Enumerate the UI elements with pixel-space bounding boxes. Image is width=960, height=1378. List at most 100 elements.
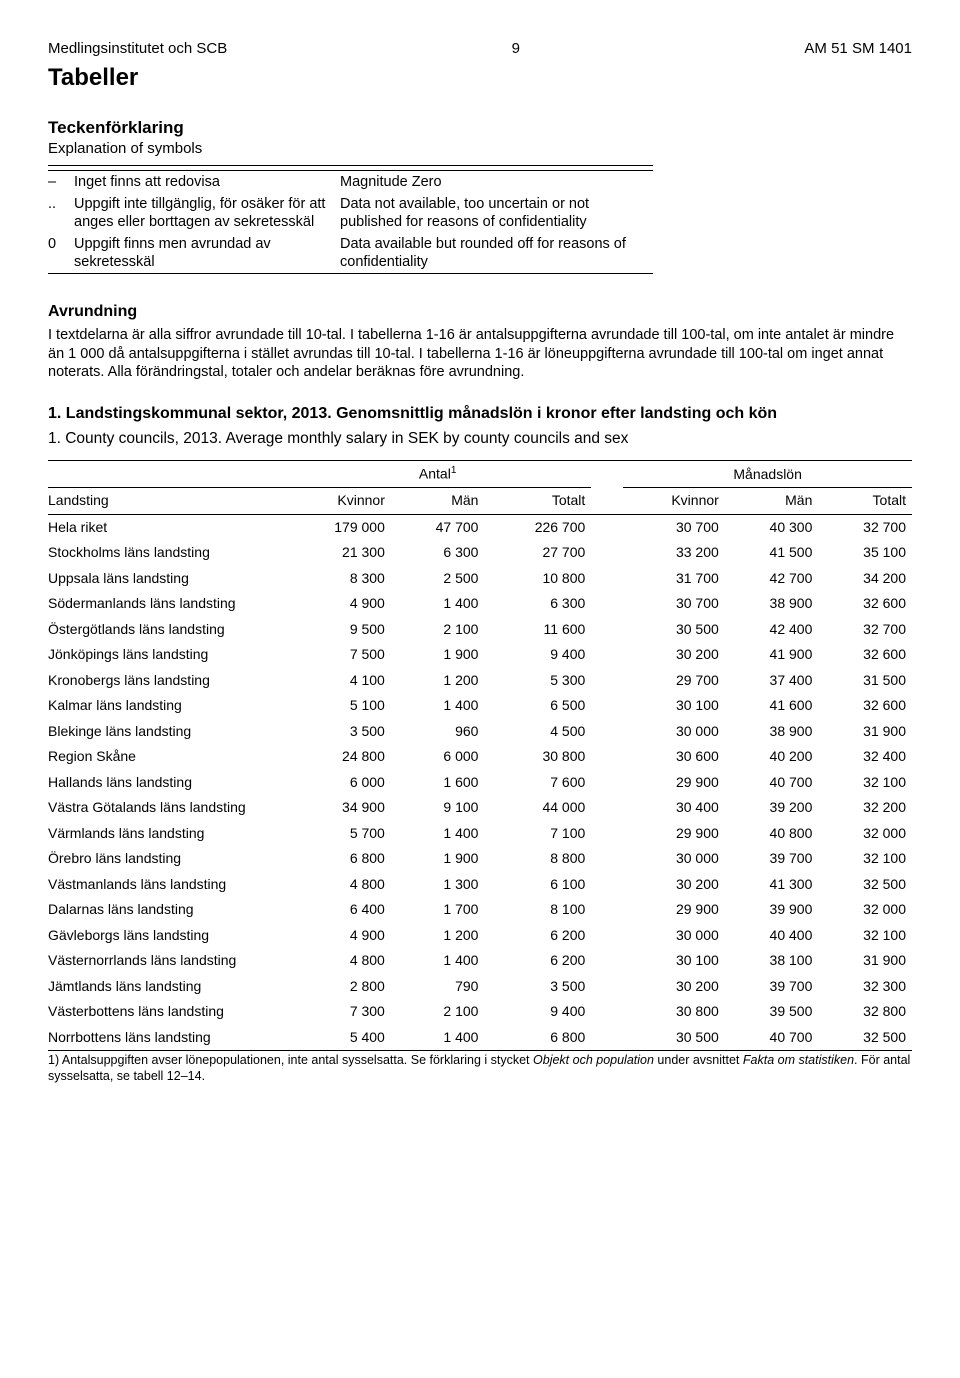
page-header: Medlingsinstitutet och SCB 9 AM 51 SM 14… bbox=[48, 40, 912, 59]
cell-lon-totalt: 32 000 bbox=[818, 897, 912, 923]
cell-antal-man: 6 000 bbox=[391, 744, 485, 770]
cell-antal-man: 960 bbox=[391, 719, 485, 745]
cell-name: Kronobergs läns landsting bbox=[48, 668, 284, 694]
col-landsting: Landsting bbox=[48, 488, 284, 515]
table-row: Region Skåne24 8006 00030 80030 60040 20… bbox=[48, 744, 912, 770]
cell-lon-man: 42 700 bbox=[725, 566, 819, 592]
cell-lon-totalt: 32 600 bbox=[818, 591, 912, 617]
cell-name: Västernorrlands läns landsting bbox=[48, 948, 284, 974]
table-row: Stockholms läns landsting21 3006 30027 7… bbox=[48, 540, 912, 566]
cell-antal-totalt: 3 500 bbox=[484, 974, 591, 1000]
cell-antal-kvinnor: 6 400 bbox=[284, 897, 391, 923]
cell-antal-man: 1 400 bbox=[391, 821, 485, 847]
cell-antal-totalt: 8 800 bbox=[484, 846, 591, 872]
header-left: Medlingsinstitutet och SCB bbox=[48, 40, 227, 59]
cell-name: Gävleborgs läns landsting bbox=[48, 923, 284, 949]
table-row: Uppsala läns landsting8 3002 50010 80031… bbox=[48, 566, 912, 592]
cell-name: Hallands läns landsting bbox=[48, 770, 284, 796]
cell-antal-totalt: 44 000 bbox=[484, 795, 591, 821]
cell-name: Östergötlands läns landsting bbox=[48, 617, 284, 643]
cell-lon-totalt: 31 900 bbox=[818, 719, 912, 745]
cell-antal-totalt: 8 100 bbox=[484, 897, 591, 923]
cell-lon-man: 40 800 bbox=[725, 821, 819, 847]
cell-lon-man: 40 700 bbox=[725, 1025, 819, 1051]
cell-antal-kvinnor: 3 500 bbox=[284, 719, 391, 745]
cell-lon-kvinnor: 30 800 bbox=[623, 999, 725, 1025]
cell-lon-kvinnor: 29 900 bbox=[623, 770, 725, 796]
cell-name: Kalmar läns landsting bbox=[48, 693, 284, 719]
cell-antal-man: 9 100 bbox=[391, 795, 485, 821]
cell-lon-totalt: 32 500 bbox=[818, 872, 912, 898]
cell-antal-totalt: 5 300 bbox=[484, 668, 591, 694]
table-row: Norrbottens läns landsting5 4001 4006 80… bbox=[48, 1025, 912, 1051]
cell-antal-kvinnor: 34 900 bbox=[284, 795, 391, 821]
col-lon-totalt: Totalt bbox=[818, 488, 912, 515]
cell-lon-kvinnor: 29 900 bbox=[623, 897, 725, 923]
cell-name: Jönköpings läns landsting bbox=[48, 642, 284, 668]
cell-antal-totalt: 7 600 bbox=[484, 770, 591, 796]
cell-antal-man: 1 200 bbox=[391, 923, 485, 949]
table-row: Södermanlands läns landsting4 9001 4006 … bbox=[48, 591, 912, 617]
cell-lon-totalt: 32 600 bbox=[818, 642, 912, 668]
cell-lon-man: 39 700 bbox=[725, 846, 819, 872]
cell-lon-kvinnor: 30 000 bbox=[623, 719, 725, 745]
cell-antal-totalt: 6 300 bbox=[484, 591, 591, 617]
cell-antal-totalt: 6 200 bbox=[484, 948, 591, 974]
cell-lon-man: 41 900 bbox=[725, 642, 819, 668]
cell-lon-kvinnor: 30 100 bbox=[623, 948, 725, 974]
table-row: Östergötlands läns landsting9 5002 10011… bbox=[48, 617, 912, 643]
cell-antal-totalt: 11 600 bbox=[484, 617, 591, 643]
group-header-antal: Antal1 bbox=[284, 461, 591, 488]
cell-antal-man: 1 400 bbox=[391, 948, 485, 974]
header-right: AM 51 SM 1401 bbox=[804, 40, 912, 59]
table-row: Gävleborgs läns landsting4 9001 2006 200… bbox=[48, 923, 912, 949]
symbol-glyph: 0 bbox=[48, 233, 74, 274]
cell-lon-kvinnor: 30 400 bbox=[623, 795, 725, 821]
cell-lon-totalt: 32 300 bbox=[818, 974, 912, 1000]
cell-antal-kvinnor: 7 300 bbox=[284, 999, 391, 1025]
table-row: Hallands läns landsting6 0001 6007 60029… bbox=[48, 770, 912, 796]
cell-antal-totalt: 6 100 bbox=[484, 872, 591, 898]
cell-name: Örebro läns landsting bbox=[48, 846, 284, 872]
cell-lon-totalt: 34 200 bbox=[818, 566, 912, 592]
header-page: 9 bbox=[512, 40, 520, 59]
cell-antal-kvinnor: 4 900 bbox=[284, 923, 391, 949]
cell-lon-kvinnor: 30 200 bbox=[623, 974, 725, 1000]
cell-name: Hela riket bbox=[48, 514, 284, 540]
cell-antal-man: 1 300 bbox=[391, 872, 485, 898]
cell-antal-totalt: 6 500 bbox=[484, 693, 591, 719]
cell-lon-man: 41 600 bbox=[725, 693, 819, 719]
cell-antal-man: 1 400 bbox=[391, 591, 485, 617]
cell-antal-man: 2 100 bbox=[391, 999, 485, 1025]
cell-antal-kvinnor: 2 800 bbox=[284, 974, 391, 1000]
cell-lon-man: 38 900 bbox=[725, 719, 819, 745]
cell-antal-totalt: 30 800 bbox=[484, 744, 591, 770]
cell-antal-kvinnor: 4 900 bbox=[284, 591, 391, 617]
cell-lon-totalt: 32 100 bbox=[818, 846, 912, 872]
cell-lon-man: 42 400 bbox=[725, 617, 819, 643]
cell-lon-man: 37 400 bbox=[725, 668, 819, 694]
cell-name: Västra Götalands läns landsting bbox=[48, 795, 284, 821]
symbol-glyph: – bbox=[48, 170, 74, 193]
cell-antal-man: 2 100 bbox=[391, 617, 485, 643]
rounding-text: I textdelarna är alla siffror avrundade … bbox=[48, 326, 912, 382]
cell-name: Uppsala läns landsting bbox=[48, 566, 284, 592]
table-row: Västernorrlands läns landsting4 8001 400… bbox=[48, 948, 912, 974]
cell-lon-kvinnor: 29 900 bbox=[623, 821, 725, 847]
cell-antal-man: 2 500 bbox=[391, 566, 485, 592]
cell-antal-kvinnor: 179 000 bbox=[284, 514, 391, 540]
symbol-sv: Uppgift inte tillgänglig, för osäker för… bbox=[74, 193, 340, 233]
cell-lon-man: 38 900 bbox=[725, 591, 819, 617]
cell-antal-kvinnor: 6 000 bbox=[284, 770, 391, 796]
cell-lon-totalt: 35 100 bbox=[818, 540, 912, 566]
cell-antal-kvinnor: 4 800 bbox=[284, 872, 391, 898]
cell-antal-totalt: 10 800 bbox=[484, 566, 591, 592]
cell-lon-totalt: 31 900 bbox=[818, 948, 912, 974]
table-row: Västmanlands läns landsting4 8001 3006 1… bbox=[48, 872, 912, 898]
cell-name: Region Skåne bbox=[48, 744, 284, 770]
col-antal-kvinnor: Kvinnor bbox=[284, 488, 391, 515]
col-antal-man: Män bbox=[391, 488, 485, 515]
col-lon-man: Män bbox=[725, 488, 819, 515]
cell-antal-kvinnor: 4 800 bbox=[284, 948, 391, 974]
symbol-row: ..Uppgift inte tillgänglig, för osäker f… bbox=[48, 193, 653, 233]
